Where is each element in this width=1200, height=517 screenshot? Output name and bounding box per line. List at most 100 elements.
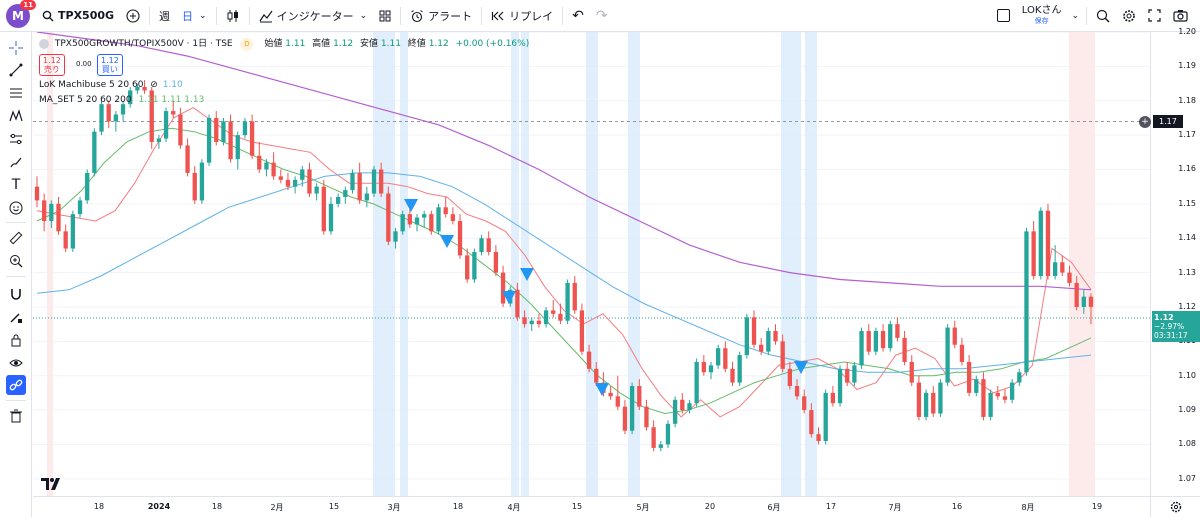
chevron-down-icon: ⌄ (359, 10, 368, 21)
search-icon (42, 10, 54, 21)
redo-button[interactable]: ↷ (590, 0, 614, 32)
candle-body (214, 117, 219, 142)
link-tool[interactable] (6, 375, 26, 395)
candle-body (866, 331, 871, 352)
candle-body (522, 317, 527, 325)
replay-label: リプレイ (509, 9, 554, 23)
screenshot-button[interactable] (1167, 0, 1194, 32)
candle-body (1088, 296, 1094, 307)
keep-drawing-tool[interactable] (6, 307, 26, 327)
magnet-tool[interactable] (6, 284, 26, 304)
plus-circle-icon[interactable]: + (1139, 115, 1151, 128)
crosshair-icon (9, 41, 23, 55)
divider (6, 276, 26, 277)
indicator-value: 1.10 (162, 80, 183, 90)
interval-week-button[interactable]: 週 (159, 9, 171, 23)
candle-body (802, 396, 807, 411)
delete-tool[interactable] (6, 406, 26, 426)
candle-body (744, 317, 749, 356)
settings-button[interactable] (1116, 0, 1142, 32)
tradingview-logo[interactable] (41, 478, 63, 490)
crosshair-tool[interactable] (6, 38, 26, 58)
price-axis[interactable]: 1.201.191.181.171.161.151.141.131.121.11… (1139, 27, 1200, 496)
candle-body (271, 162, 276, 177)
price-chart[interactable] (33, 32, 1150, 496)
layout-chevron-button[interactable]: ⌄ (1067, 0, 1083, 32)
user-avatar[interactable]: M 11 (6, 0, 36, 28)
redo-icon: ↷ (595, 7, 608, 24)
price-tick-label: 1.14 (1178, 233, 1196, 243)
candle-body (1009, 382, 1015, 400)
interval-day-button[interactable]: 日 ⌄ (176, 0, 213, 32)
candle-body (56, 203, 61, 232)
buy-button[interactable]: 1.12 買い (97, 54, 123, 76)
lock-tool[interactable] (6, 330, 26, 350)
candle-body (479, 238, 484, 252)
chevron-down-icon: ⌄ (199, 10, 207, 21)
layout-checkbox[interactable] (991, 0, 1016, 32)
candle-body (515, 289, 520, 318)
pencil-lock-icon (10, 313, 22, 323)
candle-body (443, 207, 448, 215)
candle-body (615, 396, 620, 407)
chart-type-button[interactable] (220, 0, 246, 32)
indicator-legend-ma-set[interactable]: MA_SET 5 20 60 200 1.11 1.11 1.13 (39, 95, 204, 105)
candle-body (1017, 372, 1022, 383)
trend-line-tool[interactable] (6, 60, 26, 80)
fib-tool[interactable] (6, 83, 26, 103)
fullscreen-button[interactable] (1142, 0, 1167, 32)
emoji-tool[interactable] (6, 198, 26, 218)
forecast-tool[interactable] (6, 129, 26, 149)
quick-search-button[interactable] (1090, 0, 1116, 32)
visibility-tool[interactable] (6, 353, 26, 373)
candle-body (371, 169, 377, 194)
candle-body (128, 90, 133, 105)
candle-body (285, 179, 291, 187)
replay-button[interactable]: リプレイ (485, 0, 559, 32)
candle-body (393, 231, 398, 242)
axis-settings-button[interactable] (1150, 496, 1200, 517)
chart-pane[interactable]: TPX500GROWTH/TOPIX500V · 1日 · TSE D 始値 1… (33, 32, 1150, 496)
text-tool[interactable]: T (6, 175, 26, 195)
candle-body (651, 427, 656, 448)
symbol-search-button[interactable]: TPX500G (36, 0, 120, 32)
highlight-band (373, 32, 395, 496)
undo-button[interactable]: ↶ (566, 0, 590, 32)
signal-marker-icon (440, 235, 454, 248)
candle-body (386, 193, 391, 242)
indicator-legend-machibuse[interactable]: LoK Machibuse 5 20 60 ⊘ 1.10 (39, 80, 183, 90)
candle-body (931, 392, 936, 414)
high-label: 高値 (312, 39, 331, 49)
compare-symbol-button[interactable] (120, 0, 146, 32)
candle-body (350, 172, 355, 191)
candle-body (357, 172, 362, 201)
divider (481, 6, 483, 25)
candle-body (594, 368, 599, 383)
pattern-tool[interactable] (6, 106, 26, 126)
candle-body (988, 392, 993, 417)
candle-body (156, 138, 162, 142)
link-icon (9, 379, 23, 391)
save-status: 保存 (1034, 16, 1049, 25)
collapse-icon[interactable] (39, 38, 49, 49)
low-label: 安値 (359, 39, 378, 49)
alert-button[interactable]: アラート (404, 0, 478, 32)
candle-body (171, 111, 176, 115)
main-series-legend: TPX500GROWTH/TOPIX500V · 1日 · TSE D 始値 1… (39, 36, 529, 51)
candle-body (945, 327, 950, 383)
candle-body (429, 214, 434, 232)
sell-button[interactable]: 1.12 売り (39, 54, 65, 76)
highlight-band (511, 32, 519, 496)
layout-name-button[interactable]: LOKさん 保存 (1016, 0, 1068, 32)
candle-body (113, 114, 119, 122)
brush-tool[interactable] (6, 152, 26, 172)
zoom-tool[interactable] (6, 251, 26, 271)
candle-body (379, 169, 384, 194)
time-axis[interactable]: 18 2024 18 2月 15 3月 18 4月 15 5月 20 6月 17 7月 16 8月 19 (33, 496, 1150, 517)
templates-button[interactable] (373, 0, 397, 32)
candle-body (909, 361, 914, 383)
indicators-button[interactable]: インジケーター ⌄ (253, 0, 374, 32)
measure-tool[interactable] (6, 228, 26, 248)
candle-body (888, 324, 893, 349)
price-tick-label: 1.09 (1178, 405, 1196, 415)
